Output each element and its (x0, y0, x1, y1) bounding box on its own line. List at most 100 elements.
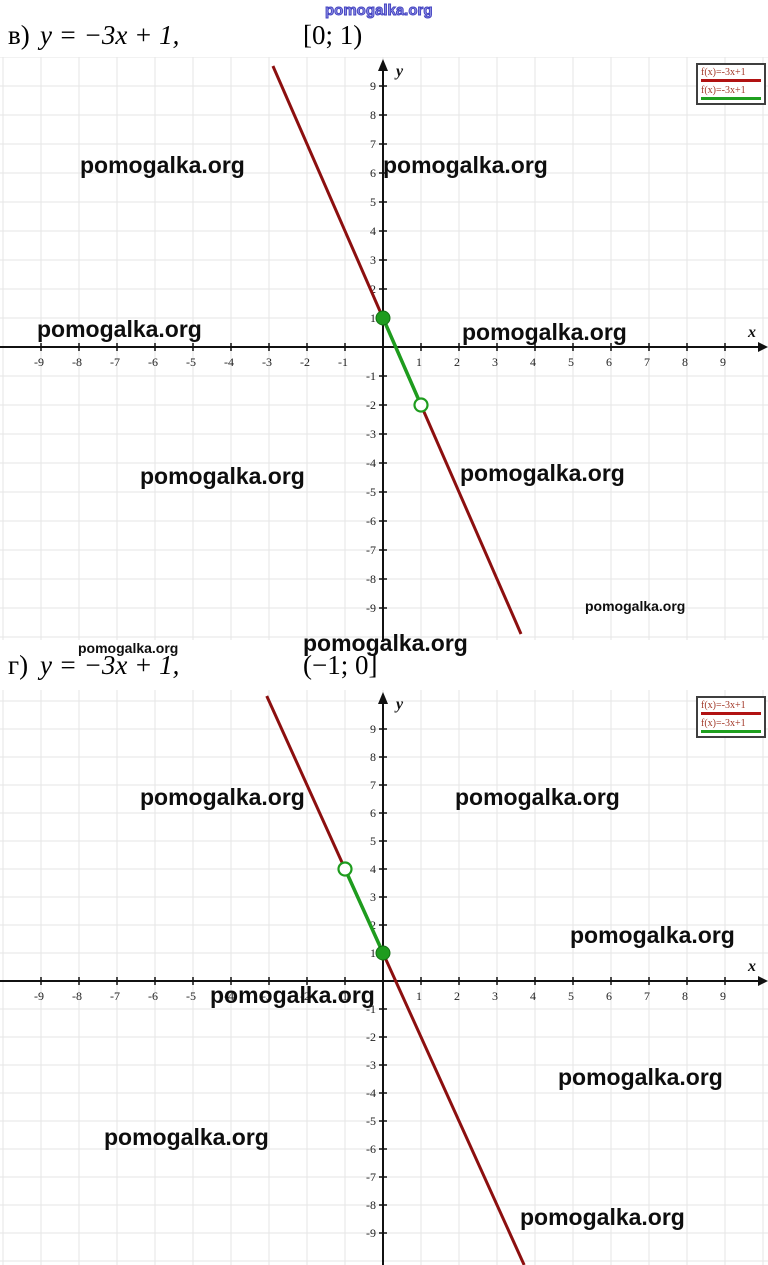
watermark: pomogalka.org (520, 1204, 685, 1230)
svg-text:-3: -3 (262, 989, 272, 1003)
svg-text:7: 7 (370, 778, 376, 792)
svg-text:4: 4 (370, 862, 376, 876)
svg-text:3: 3 (492, 355, 498, 369)
svg-text:6: 6 (606, 355, 612, 369)
problem-label: в) (8, 20, 30, 50)
chart-g: -9 -8 -7 -6 -5 -4 -3 -2 -1 1 2 3 4 5 6 7 8 9 -9 -8 -7 -6 -5 -4 -… (0, 690, 768, 1265)
problem-interval: (−1; 0] (303, 650, 378, 680)
svg-text:-1: -1 (338, 355, 348, 369)
svg-text:5: 5 (370, 195, 376, 209)
svg-text:-3: -3 (262, 355, 272, 369)
svg-text:-3: -3 (366, 1058, 376, 1072)
legend-label: f(x)=-3x+1 (701, 718, 746, 729)
watermark: pomogalka.org (104, 1124, 269, 1150)
svg-text:-7: -7 (366, 1170, 376, 1184)
svg-text:5: 5 (370, 834, 376, 848)
svg-text:-6: -6 (148, 989, 158, 1003)
watermark: pomogalka.org (585, 598, 686, 614)
svg-text:4: 4 (530, 355, 536, 369)
svg-text:-2: -2 (366, 1030, 376, 1044)
svg-text:-8: -8 (72, 355, 82, 369)
svg-text:-6: -6 (148, 355, 158, 369)
svg-text:-5: -5 (186, 355, 196, 369)
legend-label: f(x)=-3x+1 (701, 67, 746, 78)
legend-box: f(x)=-3x+1 f(x)=-3x+1 (696, 696, 766, 738)
problem-title-v: в) y = −3x + 1, [0; 1) (0, 20, 768, 62)
svg-text:x: x (747, 958, 756, 975)
svg-text:-3: -3 (366, 427, 376, 441)
svg-text:8: 8 (682, 989, 688, 1003)
svg-text:1: 1 (370, 946, 376, 960)
svg-text:-2: -2 (366, 398, 376, 412)
svg-text:5: 5 (568, 989, 574, 1003)
legend-entry-green: f(x)=-3x+1 (701, 85, 761, 100)
legend-line-green (701, 730, 761, 733)
problem-equation: y = −3x + 1, (40, 650, 180, 680)
svg-text:1: 1 (416, 989, 422, 1003)
svg-text:-1: -1 (366, 369, 376, 383)
svg-text:-9: -9 (366, 1226, 376, 1240)
legend-entry-red: f(x)=-3x+1 (701, 67, 761, 82)
svg-text:-8: -8 (366, 1198, 376, 1212)
svg-text:-8: -8 (366, 572, 376, 586)
chart-canvas: -9 -8 -7 -6 -5 -4 -3 -2 -1 1 2 3 4 5 6 7 8 9 -9 -8 -7 -6 -5 -4 -… (0, 690, 768, 1265)
watermark: pomogalka.org (140, 463, 305, 489)
svg-text:4: 4 (530, 989, 536, 1003)
svg-text:8: 8 (370, 750, 376, 764)
problem-interval: [0; 1) (303, 20, 363, 50)
watermark: pomogalka.org (383, 152, 548, 178)
svg-text:7: 7 (370, 137, 376, 151)
svg-text:-7: -7 (110, 355, 120, 369)
svg-text:-2: -2 (300, 355, 310, 369)
svg-text:2: 2 (454, 355, 460, 369)
svg-text:y: y (394, 63, 404, 80)
svg-text:-5: -5 (186, 989, 196, 1003)
svg-text:-8: -8 (72, 989, 82, 1003)
svg-text:7: 7 (644, 989, 650, 1003)
problem-label: г) (8, 650, 29, 680)
legend-line-green (701, 97, 761, 100)
svg-text:9: 9 (720, 355, 726, 369)
svg-text:3: 3 (492, 989, 498, 1003)
svg-text:1: 1 (416, 355, 422, 369)
svg-text:-1: -1 (338, 989, 348, 1003)
svg-text:y: y (394, 696, 404, 713)
svg-text:3: 3 (370, 890, 376, 904)
watermark: pomogalka.org (140, 784, 305, 810)
svg-text:-4: -4 (224, 989, 234, 1003)
svg-text:3: 3 (370, 253, 376, 267)
svg-text:9: 9 (720, 989, 726, 1003)
watermark: pomogalka.org (210, 982, 375, 1008)
legend-box: f(x)=-3x+1 f(x)=-3x+1 (696, 63, 766, 105)
svg-text:-7: -7 (110, 989, 120, 1003)
svg-text:-9: -9 (34, 355, 44, 369)
legend-label: f(x)=-3x+1 (701, 85, 746, 96)
problem-title-g: г) y = −3x + 1, (−1; 0] (0, 650, 768, 692)
svg-text:-5: -5 (366, 1114, 376, 1128)
watermark: pomogalka.org (570, 922, 735, 948)
svg-text:5: 5 (568, 355, 574, 369)
legend-line-red (701, 79, 761, 82)
watermark: pomogalka.org (78, 640, 179, 656)
svg-text:-4: -4 (224, 355, 234, 369)
svg-text:-9: -9 (34, 989, 44, 1003)
watermark-site-logo: pomogalka.org (325, 2, 433, 20)
svg-text:-6: -6 (366, 514, 376, 528)
watermark: pomogalka.org (558, 1064, 723, 1090)
svg-text:8: 8 (682, 355, 688, 369)
legend-line-red (701, 712, 761, 715)
svg-text:-5: -5 (366, 485, 376, 499)
svg-text:-2: -2 (300, 989, 310, 1003)
problem-equation: y = −3x + 1, (40, 20, 180, 50)
watermark: pomogalka.org (80, 152, 245, 178)
svg-text:6: 6 (370, 166, 376, 180)
watermark: pomogalka.org (460, 460, 625, 486)
legend-entry-red: f(x)=-3x+1 (701, 700, 761, 715)
svg-text:x: x (747, 324, 756, 341)
svg-text:4: 4 (370, 224, 376, 238)
svg-text:9: 9 (370, 79, 376, 93)
svg-text:2: 2 (454, 989, 460, 1003)
svg-text:6: 6 (370, 806, 376, 820)
svg-text:2: 2 (370, 282, 376, 296)
svg-text:2: 2 (370, 918, 376, 932)
